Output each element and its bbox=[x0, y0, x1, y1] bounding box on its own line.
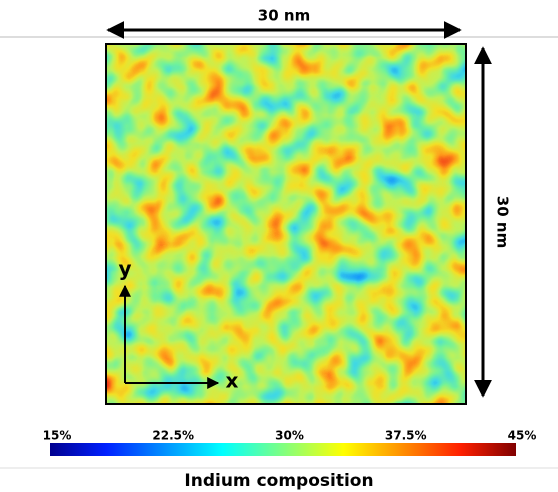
colorbar-tick-label: 22.5% bbox=[152, 429, 194, 443]
colorbar-tick-label: 15% bbox=[43, 429, 72, 443]
scale-label: 30 nm bbox=[494, 196, 512, 248]
colorbar-ticks: 15% 22.5% 30% 37.5% 45% bbox=[43, 429, 537, 443]
map-border bbox=[105, 43, 467, 405]
axis-label: y bbox=[118, 257, 131, 281]
colorbar-tick-label: 37.5% bbox=[385, 429, 427, 443]
colorbar bbox=[50, 443, 516, 456]
composition-map bbox=[106, 44, 466, 404]
axis-label: x bbox=[226, 369, 239, 393]
colorbar-label: Indium composition bbox=[184, 471, 373, 491]
colorbar-tick-label: 30% bbox=[275, 429, 304, 443]
colorbar-tick-label: 45% bbox=[508, 429, 537, 443]
scale-label: 30 nm bbox=[258, 7, 310, 25]
